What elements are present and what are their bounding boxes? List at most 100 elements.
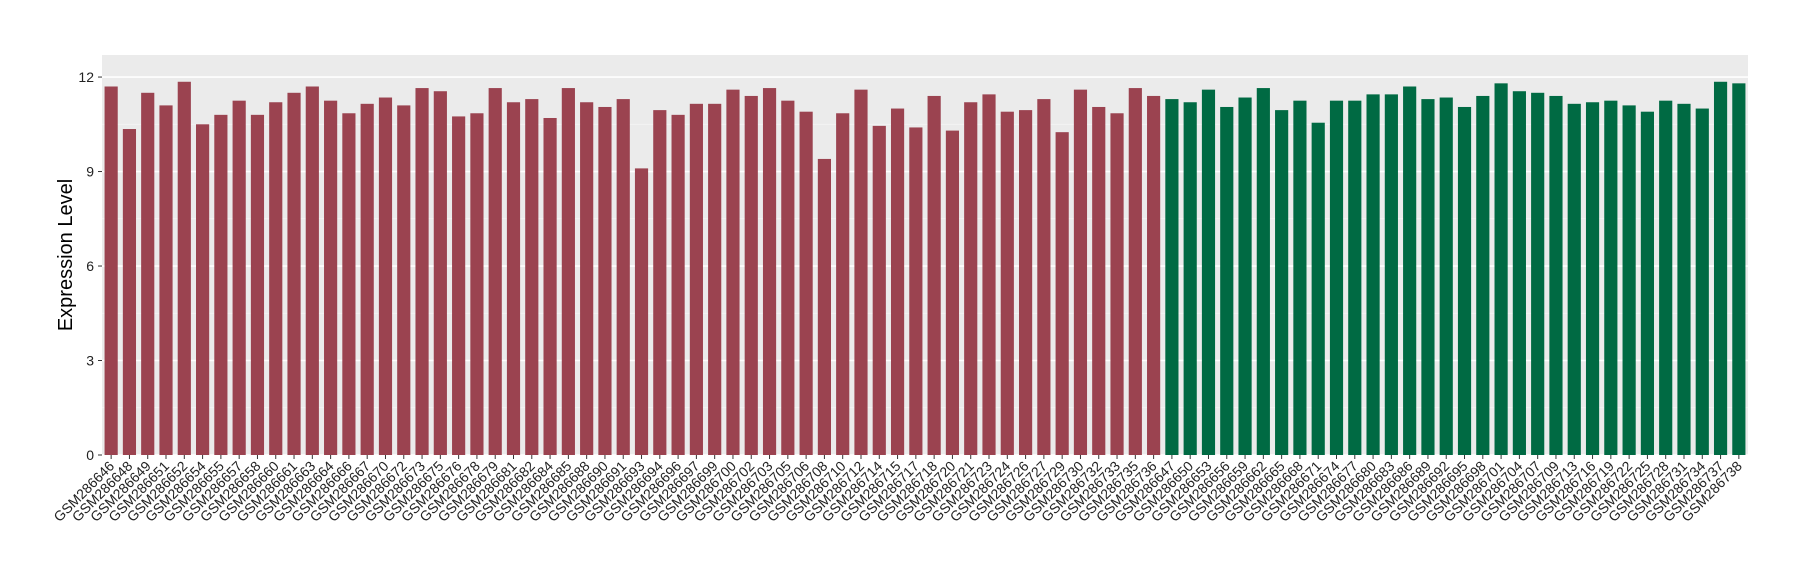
bar-GSM286735 xyxy=(1128,88,1142,456)
y-tick-label: 9 xyxy=(86,164,94,180)
bar-GSM286672 xyxy=(397,105,411,455)
bar-GSM286731 xyxy=(1677,103,1691,455)
bar-GSM286661 xyxy=(287,92,301,455)
grid-lines xyxy=(102,76,1748,456)
plot-panel xyxy=(102,55,1748,455)
y-tick-label: 3 xyxy=(86,353,94,369)
bar-GSM286688 xyxy=(580,102,594,456)
bar-GSM286723 xyxy=(982,94,996,455)
bar-GSM286717 xyxy=(909,127,923,455)
bar-GSM286693 xyxy=(634,168,649,455)
bar-GSM286676 xyxy=(452,116,466,455)
bar-GSM286677 xyxy=(1348,100,1362,456)
bar-GSM286691 xyxy=(616,99,630,456)
bar-GSM286668 xyxy=(1293,100,1307,456)
bar-GSM286738 xyxy=(1732,83,1746,455)
bar-GSM286722 xyxy=(1622,105,1636,455)
bar-GSM286701 xyxy=(1494,83,1508,455)
y-axis-title: Expression Level xyxy=(55,179,77,331)
bar-GSM286704 xyxy=(1512,91,1526,456)
bar-GSM286648 xyxy=(122,129,137,455)
bar-GSM286719 xyxy=(1604,100,1618,456)
bar-GSM286721 xyxy=(964,102,978,456)
bar-GSM286656 xyxy=(1220,106,1234,455)
bar-GSM286724 xyxy=(1000,111,1014,455)
bar-GSM286692 xyxy=(1439,97,1453,455)
bar-GSM286655 xyxy=(214,114,228,455)
bar-GSM286713 xyxy=(1567,103,1581,455)
bar-GSM286663 xyxy=(305,86,319,455)
bar-GSM286736 xyxy=(1147,95,1161,455)
bar-GSM286651 xyxy=(159,105,173,455)
bar-GSM286654 xyxy=(196,124,210,456)
bar-GSM286675 xyxy=(433,91,447,456)
bar-GSM286708 xyxy=(817,158,831,455)
bar-GSM286728 xyxy=(1659,100,1673,456)
bar-GSM286718 xyxy=(927,95,941,455)
y-tick-label: 0 xyxy=(86,447,94,463)
bar-GSM286664 xyxy=(324,100,338,456)
bar-GSM286683 xyxy=(1384,94,1398,455)
bar-GSM286657 xyxy=(232,100,246,456)
bar-GSM286658 xyxy=(250,114,265,455)
bar-GSM286682 xyxy=(525,99,539,456)
bar-GSM286659 xyxy=(1238,97,1252,455)
bar-GSM286730 xyxy=(1073,89,1088,456)
bar-GSM286737 xyxy=(1713,81,1728,455)
bar-GSM286681 xyxy=(506,102,521,456)
bar-GSM286674 xyxy=(1329,100,1344,456)
bar-GSM286716 xyxy=(1585,102,1600,456)
bar-GSM286700 xyxy=(726,89,740,456)
bar-GSM286714 xyxy=(872,125,886,455)
bars xyxy=(104,81,1746,456)
bar-GSM286697 xyxy=(689,103,703,455)
bar-GSM286680 xyxy=(1366,94,1380,455)
bar-GSM286705 xyxy=(781,100,795,456)
y-tick-label: 12 xyxy=(78,69,94,85)
bar-GSM286712 xyxy=(854,89,868,456)
bar-GSM286709 xyxy=(1549,95,1563,455)
bar-GSM286670 xyxy=(378,97,393,455)
bar-GSM286725 xyxy=(1640,111,1654,455)
bar-GSM286662 xyxy=(1256,88,1270,456)
bar-GSM286707 xyxy=(1531,92,1545,455)
bar-GSM286699 xyxy=(708,103,722,455)
bar-GSM286666 xyxy=(342,113,356,456)
bar-GSM286653 xyxy=(1201,89,1216,456)
bar-GSM286696 xyxy=(671,114,685,455)
bar-GSM286649 xyxy=(141,92,155,455)
bar-GSM286667 xyxy=(360,103,374,455)
bar-GSM286647 xyxy=(1165,99,1179,456)
bar-GSM286646 xyxy=(104,86,118,455)
bar-GSM286689 xyxy=(1421,99,1435,456)
bar-GSM286695 xyxy=(1457,106,1472,455)
bar-GSM286726 xyxy=(1019,110,1033,456)
bar-GSM286710 xyxy=(836,113,850,456)
bar-GSM286729 xyxy=(1055,132,1069,456)
bar-GSM286665 xyxy=(1275,110,1289,456)
bar-GSM286734 xyxy=(1695,108,1709,455)
bar-GSM286650 xyxy=(1183,102,1197,456)
bar-GSM286673 xyxy=(415,88,429,456)
y-tick-label: 6 xyxy=(86,258,94,274)
bar-GSM286652 xyxy=(177,81,191,455)
bar-GSM286702 xyxy=(744,95,758,455)
bar-GSM286686 xyxy=(1403,86,1417,455)
bar-GSM286684 xyxy=(543,117,557,455)
bar-GSM286727 xyxy=(1037,99,1051,456)
bar-GSM286698 xyxy=(1476,95,1490,455)
bar-GSM286678 xyxy=(470,113,484,456)
bar-GSM286732 xyxy=(1092,106,1106,455)
bar-GSM286715 xyxy=(890,108,905,455)
bar-GSM286690 xyxy=(598,106,612,455)
bar-GSM286679 xyxy=(488,88,502,456)
bar-GSM286685 xyxy=(561,88,575,456)
bar-GSM286703 xyxy=(762,88,777,456)
bar-GSM286733 xyxy=(1110,113,1124,456)
bar-GSM286706 xyxy=(799,111,813,455)
bar-GSM286660 xyxy=(269,102,283,456)
y-axis: 0 3 6 9 12 xyxy=(78,69,102,463)
bar-GSM286720 xyxy=(945,130,960,455)
